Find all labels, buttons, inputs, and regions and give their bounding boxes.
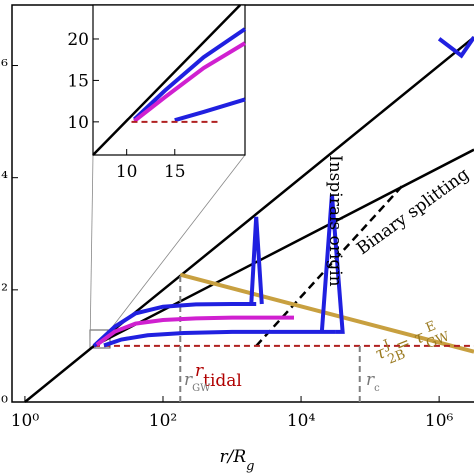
data-line [437, 36, 474, 59]
data-line [103, 329, 336, 348]
data-line [174, 97, 246, 123]
annotation-sub: GW [192, 383, 211, 394]
data-line [255, 182, 406, 347]
data-line [133, 41, 247, 123]
x-axis-label-sub: g [246, 459, 254, 474]
data-line [249, 216, 264, 305]
inset-plot: 10 15 10 15 20 [67, 4, 247, 182]
data-line [179, 272, 474, 354]
data-line [95, 315, 294, 347]
x-tick-label: 10² [149, 411, 177, 431]
y-tick-label: 10 [67, 113, 89, 133]
y-tick-label: 10² [0, 281, 8, 301]
zoom-connector [89, 154, 94, 349]
annotation: rtidal [195, 361, 242, 391]
annotation: Inspirals origin [325, 155, 345, 287]
x-tick-label: 10⁴ [287, 411, 316, 431]
annotation-main: r [184, 370, 193, 390]
y-tick-label: 10⁰ [0, 393, 8, 413]
x-tick-label: 15 [164, 162, 186, 182]
data-line [132, 27, 247, 121]
annotation-part: 2B [385, 347, 407, 368]
data-line [92, 301, 257, 348]
annotation: Binary splitting [353, 164, 473, 259]
annotation: rGW [184, 370, 211, 394]
annotation-sub: tidal [203, 371, 242, 391]
y-tick-label: 10⁶ [0, 57, 8, 77]
zoom-connector [109, 154, 246, 331]
annotation: τ2BJ = τGWE [371, 315, 452, 371]
annotation-main: r [366, 370, 375, 390]
x-tick-label: 10⁶ [425, 411, 454, 431]
data-line [319, 194, 345, 334]
annotation-sub: c [374, 383, 380, 394]
x-tick-label: 10⁰ [11, 411, 40, 431]
x-axis-label: r/Rg [220, 447, 255, 474]
annotation: rc [366, 370, 380, 394]
data-line [92, 4, 242, 156]
data-line [93, 148, 474, 348]
x-tick-label: 10 [116, 162, 138, 182]
y-tick-label: 10⁴ [0, 169, 8, 189]
annotation-main: r [195, 361, 204, 381]
plot-frame [11, 4, 474, 403]
y-tick-label: 15 [67, 71, 89, 91]
y-tick-label: 20 [67, 30, 89, 50]
